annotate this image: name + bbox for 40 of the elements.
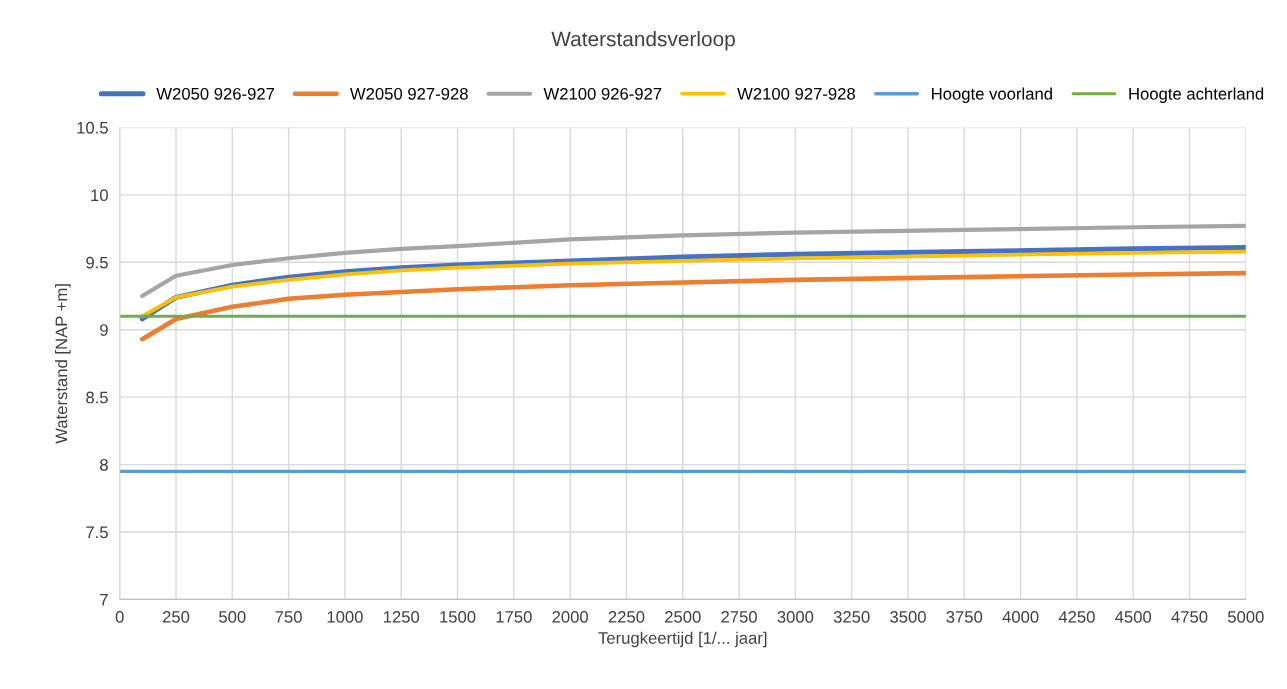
line-series [139,270,1246,342]
y-tick-label: 9.5 [86,256,108,269]
y-tick-label: 8 [100,458,108,471]
x-tick-label: 4500 [1115,610,1152,623]
x-tick-label: 1000 [327,610,363,623]
legend-label: W2100 927-928 [737,87,855,100]
x-tick-label: 3500 [890,610,926,623]
x-tick-label: 1250 [383,610,420,623]
x-tick-label: 500 [219,610,246,623]
y-tick-label: 7 [100,594,108,606]
x-tick-label: 2500 [665,610,701,623]
x-tick-label: 1500 [440,610,476,623]
x-tick-label: 4750 [1171,610,1208,623]
y-tick-label: 7.5 [86,526,108,539]
x-tick-label: 750 [275,610,302,623]
x-tick-label: 3250 [833,610,870,623]
legend-label: W2100 926-927 [543,87,662,100]
x-axis-title: Terugkeertijd [1/... jaar] [598,631,767,648]
legend-label: Hoogte voorland [932,87,1052,104]
x-tick-label: 2000 [552,610,589,623]
x-tick-label: 2750 [721,610,757,623]
x-tick-label: 4000 [1002,610,1039,623]
x-tick-label: 3000 [777,610,814,623]
y-tick-label: 8.5 [86,391,108,404]
x-tick-label: 2250 [608,610,645,623]
legend-label: W2050 926-927 [156,87,275,100]
legend-label: Hoogte achterland [1129,87,1264,104]
chart-title: Waterstandsverloop [551,31,735,51]
y-axis-title: Waterstand [NAP +m] [55,284,71,444]
x-tick-label: 250 [162,610,190,623]
x-tick-label: 5000 [1227,610,1264,623]
y-tick-label: 9 [100,324,108,336]
line-series [140,223,1246,299]
y-tick-label: 10 [91,189,108,202]
x-tick-label: 0 [115,610,124,623]
x-tick-label: 1750 [496,610,532,623]
x-tick-label: 3750 [946,610,983,623]
x-tick-label: 4250 [1058,610,1095,623]
legend-label: W2050 927-928 [349,87,468,100]
y-tick-label: 10.5 [77,121,108,134]
